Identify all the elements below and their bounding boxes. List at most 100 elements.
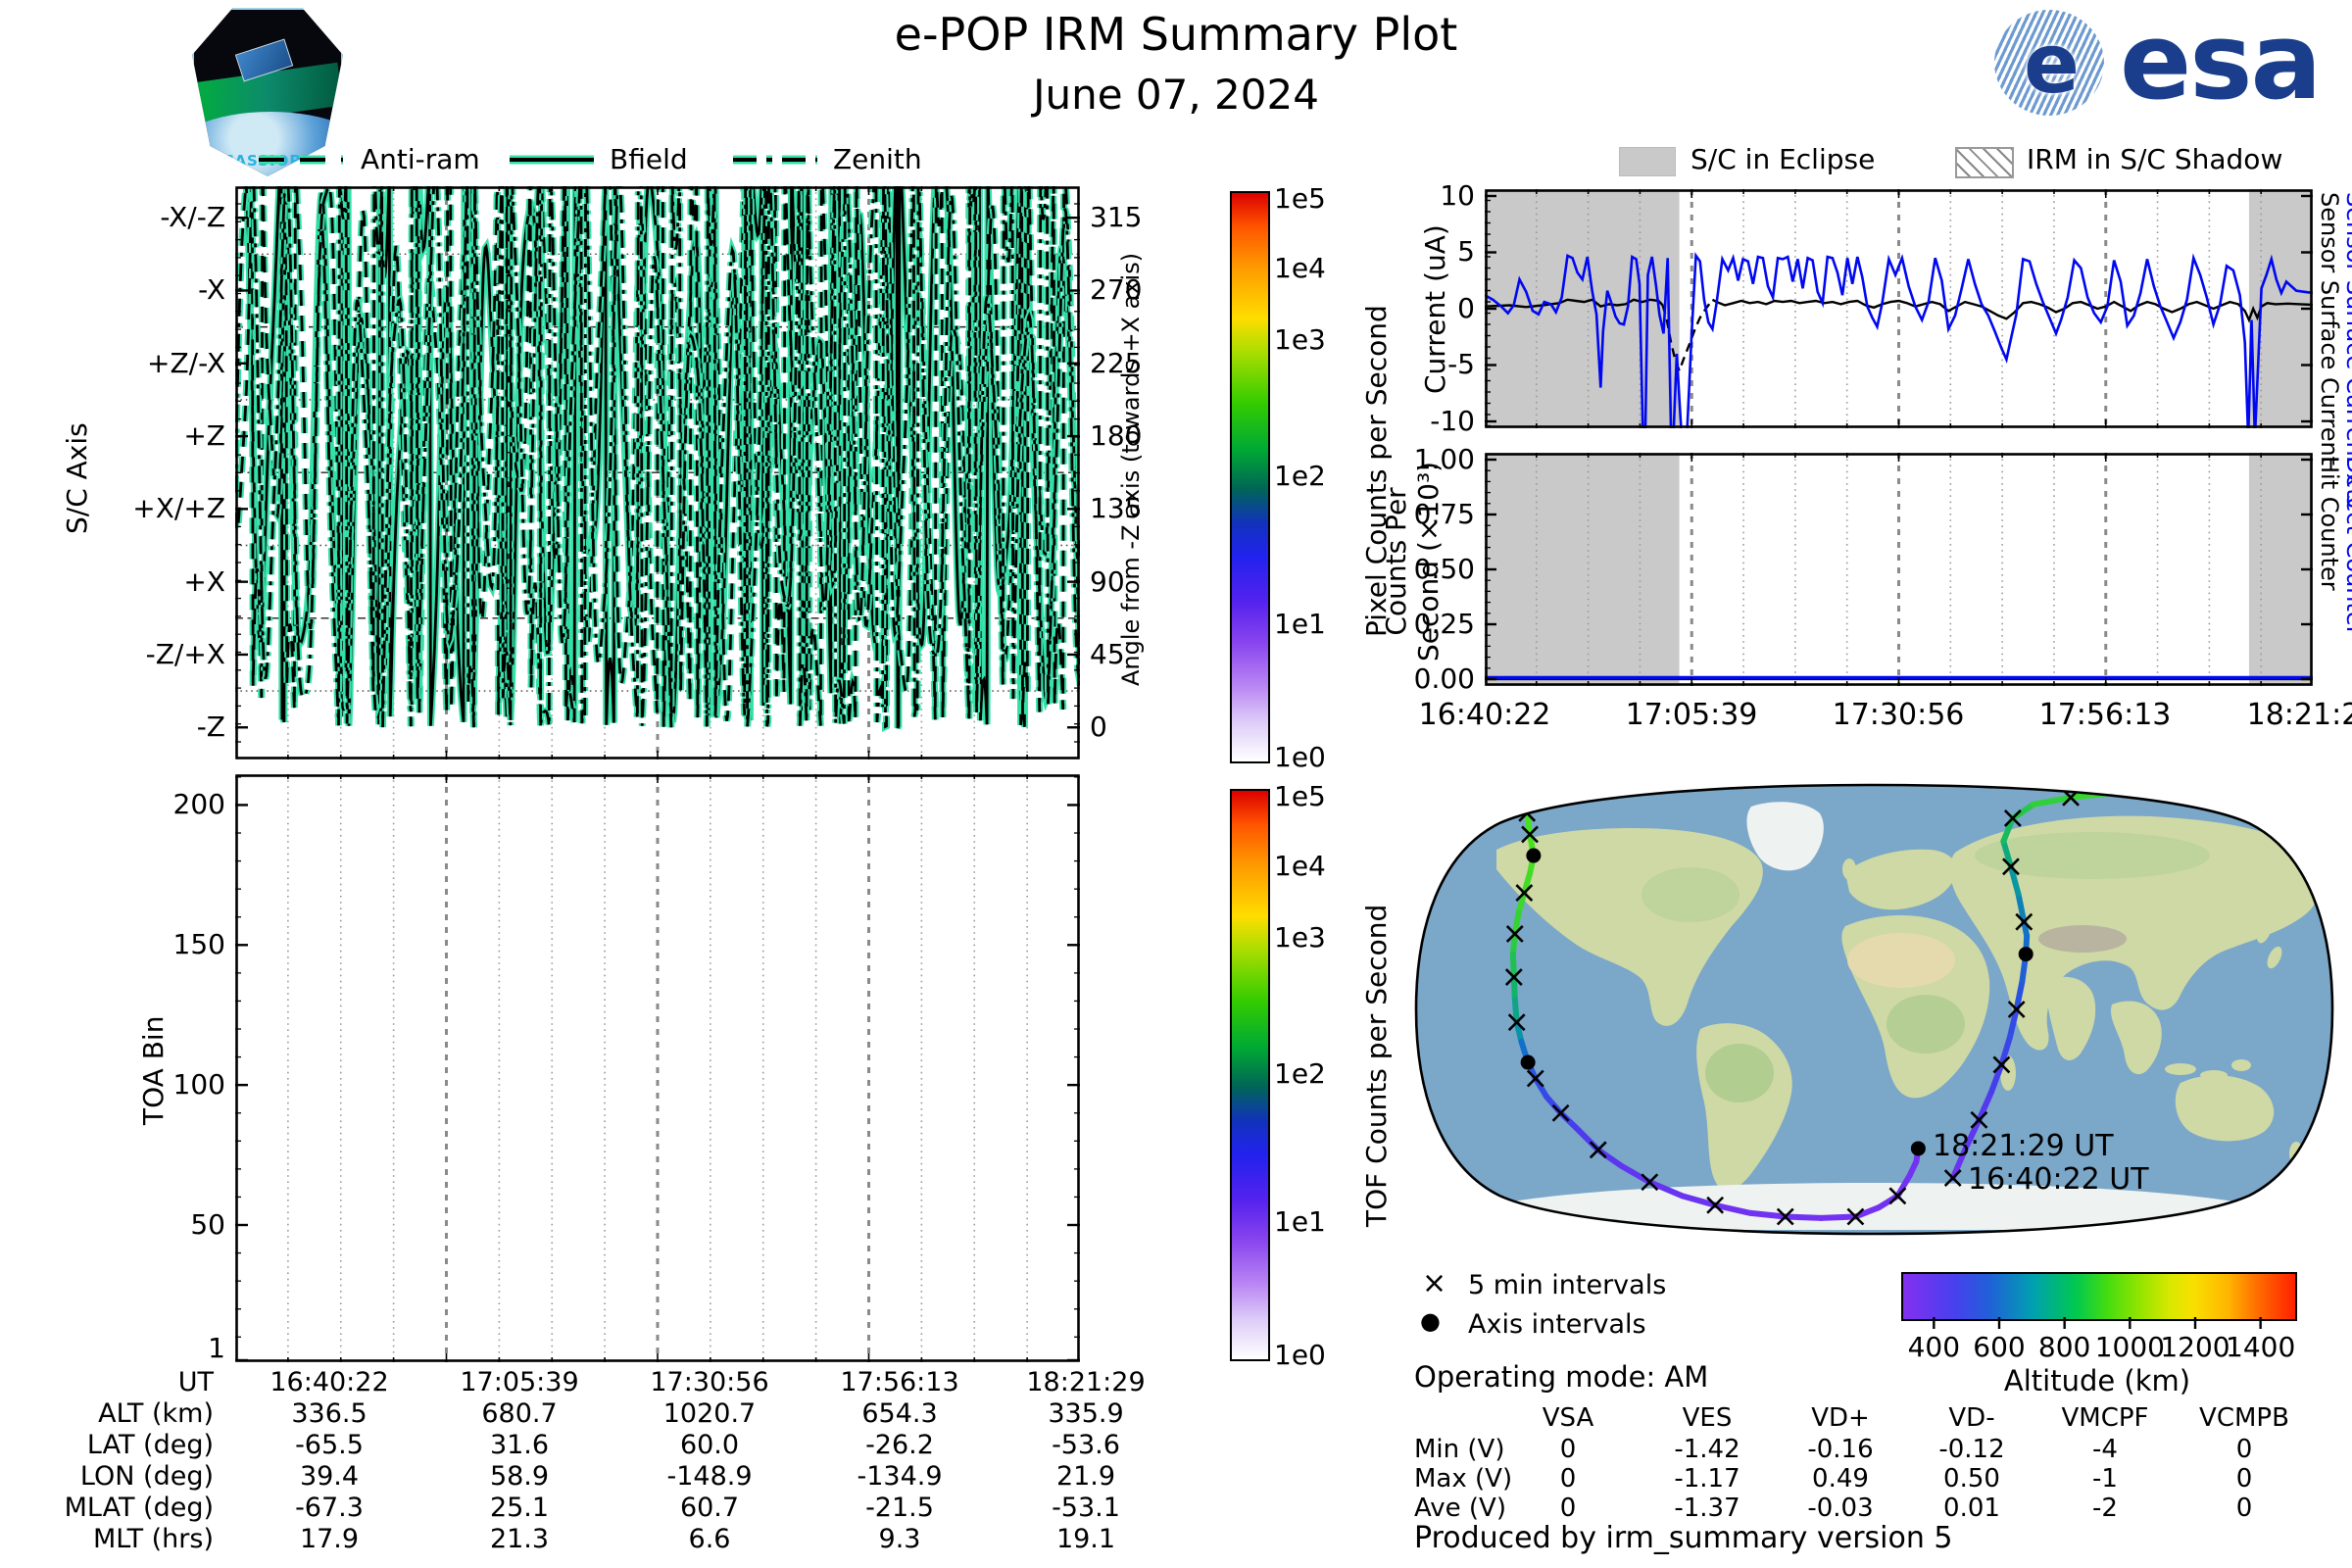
altitude-colorbar (1901, 1272, 2297, 1321)
attitude-ytick: +X/+Z (132, 492, 225, 525)
ephemeris-cell: 16:40:22 (270, 1367, 389, 1397)
voltage-cell: 0.01 (1943, 1494, 2000, 1523)
pixel-cb-tick: 1e0 (1274, 741, 1326, 774)
footer-text: Produced by irm_summary version 5 (1414, 1521, 1953, 1555)
attitude-right-tick: 135 (1090, 492, 1143, 525)
attitude-legend: Anti-ram Bfield Zenith (245, 143, 951, 178)
pixel-cb-tick: 1e4 (1274, 252, 1326, 285)
tof-colorbar (1230, 789, 1270, 1361)
legend-dashdot-line-icon (733, 155, 817, 165)
counts-ytick: 0.75 (1413, 498, 1475, 530)
toa-plot (235, 774, 1080, 1362)
current-ytick: -10 (1430, 405, 1475, 437)
ephemeris-row-label: MLAT (deg) (64, 1493, 214, 1523)
ephemeris-cell: 6.6 (688, 1524, 731, 1554)
ephemeris-cell: 19.1 (1055, 1524, 1116, 1554)
toa-ytick: 200 (172, 788, 225, 821)
ephemeris-cell: 17:05:39 (460, 1367, 579, 1397)
map-end-time-label: 18:21:29 UT (1933, 1129, 2114, 1163)
voltage-column-header: VES (1682, 1403, 1733, 1433)
current-ytick: -5 (1447, 348, 1475, 380)
current-right-label-black: Sensor Surface Current (2316, 192, 2343, 466)
ephemeris-cell: -148.9 (666, 1461, 753, 1492)
voltage-cell: 0 (1559, 1494, 1577, 1523)
altitude-tick: 600 (1973, 1331, 2026, 1363)
voltage-cell: -1.17 (1674, 1464, 1740, 1494)
ephemeris-cell: 25.1 (489, 1493, 550, 1523)
pixel-cb-tick: 1e3 (1274, 322, 1326, 356)
counts-ytick: 0.50 (1413, 553, 1475, 585)
esa-e-glyph: e (2024, 16, 2080, 112)
voltage-cell: 0 (1559, 1435, 1577, 1464)
map-legend-axis: Axis intervals (1468, 1309, 1646, 1340)
pixel-cb-tick: 1e2 (1274, 460, 1326, 492)
attitude-ytick: +Z (183, 419, 225, 453)
ephemeris-cell: 21.9 (1055, 1461, 1116, 1492)
ephemeris-cell: -67.3 (295, 1493, 364, 1523)
tof-cb-tick: 1e3 (1274, 920, 1326, 954)
ephemeris-cell: 9.3 (878, 1524, 921, 1554)
voltage-row-label: Max (V) (1414, 1464, 1513, 1494)
counts-right-label-black: Hit Counter (2316, 456, 2343, 591)
voltage-row-label: Min (V) (1414, 1435, 1505, 1464)
voltage-column-header: VMCPF (2061, 1403, 2149, 1433)
voltage-cell: -0.03 (1807, 1494, 1874, 1523)
esa-globe-icon (1994, 10, 2104, 116)
tof-cb-tick: 1e4 (1274, 850, 1326, 883)
altitude-tick: 1400 (2226, 1331, 2296, 1363)
operating-mode: Operating mode: AM (1414, 1360, 1709, 1394)
eclipse-gray-swatch-icon (1619, 147, 1676, 176)
ephemeris-cell: -53.6 (1052, 1430, 1120, 1460)
current-ytick: 5 (1457, 235, 1475, 268)
pixel-colorbar (1230, 191, 1270, 763)
attitude-ytick: -X/-Z (160, 201, 225, 234)
attitude-ytick: -Z (196, 710, 225, 744)
counts-plot (1485, 453, 2313, 686)
eclipse-legend-label-1: S/C in Eclipse (1690, 143, 1876, 175)
altitude-tick: 800 (2037, 1331, 2091, 1363)
page-date: June 07, 2024 (1033, 71, 1319, 119)
altitude-tick: 1000 (2094, 1331, 2165, 1363)
pixel-cb-tick: 1e1 (1274, 607, 1326, 640)
eclipse-legend: S/C in Eclipse IRM in S/C Shadow (1617, 143, 2323, 178)
ephemeris-row-label: LAT (deg) (86, 1430, 214, 1460)
attitude-right-tick: 270 (1090, 273, 1143, 307)
map-legend: × 5 min intervals ● Axis intervals Opera… (1414, 1266, 1826, 1394)
map-legend-5min: 5 min intervals (1468, 1270, 1667, 1300)
voltage-column-header: VCMPB (2199, 1403, 2289, 1433)
altitude-colorbar-label: Altitude (km) (2003, 1364, 2191, 1397)
counts-ytick: 0.25 (1413, 608, 1475, 640)
ephemeris-cell: 17.9 (299, 1524, 360, 1554)
legend-label-antiram: Anti-ram (361, 143, 480, 175)
voltage-cell: 0 (1559, 1464, 1577, 1494)
ephemeris-cell: 335.9 (1048, 1398, 1124, 1429)
tof-cb-tick: 1e2 (1274, 1057, 1326, 1090)
ephemeris-row-label: LON (deg) (79, 1461, 214, 1492)
voltage-column-header: VSA (1542, 1403, 1594, 1433)
ephemeris-cell: -21.5 (865, 1493, 934, 1523)
pixel-cb-tick: 1e5 (1274, 181, 1326, 215)
page-title: e-POP IRM Summary Plot (894, 8, 1458, 61)
attitude-ytick: +Z/-X (147, 346, 225, 379)
ephemeris-cell: 60.0 (679, 1430, 740, 1460)
counts-xtick: 17:05:39 (1625, 698, 1758, 732)
voltage-cell: 0 (2235, 1494, 2253, 1523)
attitude-ytick: -Z/+X (145, 637, 225, 670)
counts-xtick: 18:21:29 (2246, 698, 2352, 732)
toa-ytick: 150 (172, 928, 225, 961)
attitude-right-axis-label: Angle from -Z axis (towards +X axis) (1117, 252, 1145, 686)
altitude-tick: 1200 (2160, 1331, 2230, 1363)
voltage-cell: -2 (2092, 1494, 2118, 1523)
attitude-right-tick: 90 (1090, 564, 1125, 598)
voltage-cell: 0.50 (1943, 1464, 2000, 1494)
ephemeris-cell: -134.9 (857, 1461, 943, 1492)
ephemeris-cell: 60.7 (679, 1493, 740, 1523)
x-marker-icon: × (1422, 1266, 1447, 1300)
tof-cb-tick: 1e5 (1274, 779, 1326, 812)
ephemeris-cell: -26.2 (865, 1430, 934, 1460)
voltage-cell: -0.12 (1938, 1435, 2005, 1464)
legend-label-bfield: Bfield (610, 143, 688, 175)
map-start-time-label: 16:40:22 UT (1968, 1162, 2149, 1197)
ephemeris-cell: -65.5 (295, 1430, 364, 1460)
tof-cb-tick: 1e0 (1274, 1339, 1326, 1372)
